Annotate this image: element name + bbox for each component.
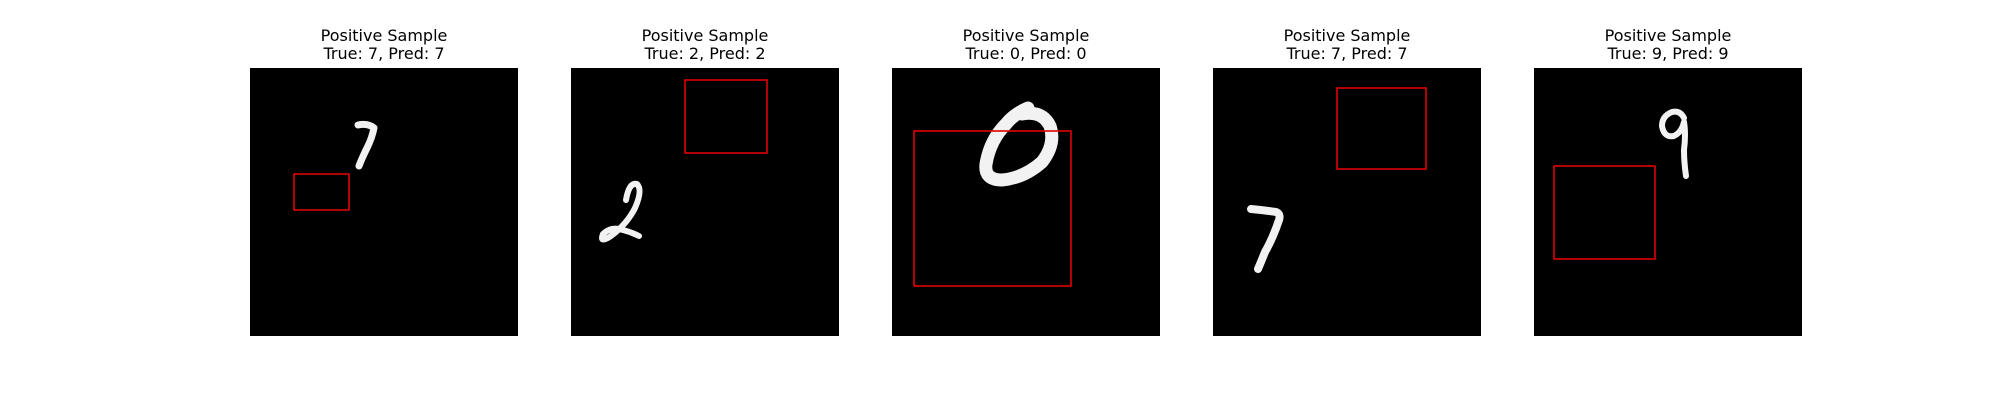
panel-heading: Positive Sample	[962, 26, 1090, 45]
panel-labels: True: 2, Pred: 2	[644, 44, 766, 63]
sample-panel-3: Positive Sample True: 0, Pred: 0	[892, 0, 1160, 340]
sample-panel-1: Positive Sample True: 7, Pred: 7	[250, 0, 518, 340]
attention-box	[684, 79, 768, 154]
digit-image-canvas	[293, 120, 378, 211]
digit-image-canvas	[599, 79, 768, 243]
panel-title: Positive Sample True: 9, Pred: 9	[1514, 27, 1822, 63]
panel-labels: True: 9, Pred: 9	[1607, 44, 1729, 63]
sample-panel-2: Positive Sample True: 2, Pred: 2	[571, 0, 839, 340]
digit-image-canvas	[913, 101, 1072, 287]
sample-panel-5: Positive Sample True: 9, Pred: 9	[1534, 0, 1802, 340]
digit-image-canvas	[1247, 87, 1427, 273]
pred-label: Pred: 9	[1672, 44, 1729, 63]
digit-image	[1534, 68, 1802, 336]
digit-image	[571, 68, 839, 336]
panel-labels: True: 7, Pred: 7	[323, 44, 445, 63]
true-label: True: 7	[1286, 44, 1342, 63]
digit-zero	[979, 101, 1059, 187]
pred-label: Pred: 0	[1030, 44, 1087, 63]
panel-heading: Positive Sample	[320, 26, 448, 45]
panel-labels: True: 0, Pred: 0	[965, 44, 1087, 63]
digit-image	[250, 68, 518, 336]
pred-label: Pred: 7	[1351, 44, 1408, 63]
digit-image	[1213, 68, 1481, 336]
sample-panel-4: Positive Sample True: 7, Pred: 7	[1213, 0, 1481, 340]
panel-heading: Positive Sample	[1604, 26, 1732, 45]
true-label: True: 0	[965, 44, 1021, 63]
panel-labels: True: 7, Pred: 7	[1286, 44, 1408, 63]
panel-title: Positive Sample True: 7, Pred: 7	[1193, 27, 1501, 63]
attention-box	[1336, 87, 1427, 170]
digit-seven	[354, 120, 378, 170]
digit-seven	[1247, 205, 1284, 273]
pred-label: Pred: 2	[709, 44, 766, 63]
pred-label: Pred: 7	[388, 44, 445, 63]
attention-box	[293, 173, 350, 211]
digit-nine	[1659, 108, 1689, 179]
digit-two	[599, 180, 643, 243]
digit-image-canvas	[1553, 108, 1689, 260]
true-label: True: 9	[1607, 44, 1663, 63]
panel-heading: Positive Sample	[1283, 26, 1411, 45]
attention-box	[913, 130, 1072, 287]
attention-box	[1553, 165, 1656, 260]
panel-title: Positive Sample True: 7, Pred: 7	[230, 27, 538, 63]
true-label: True: 7	[323, 44, 379, 63]
panel-heading: Positive Sample	[641, 26, 769, 45]
panel-title: Positive Sample True: 2, Pred: 2	[551, 27, 859, 63]
panel-title: Positive Sample True: 0, Pred: 0	[872, 27, 1180, 63]
digit-image	[892, 68, 1160, 336]
true-label: True: 2	[644, 44, 700, 63]
